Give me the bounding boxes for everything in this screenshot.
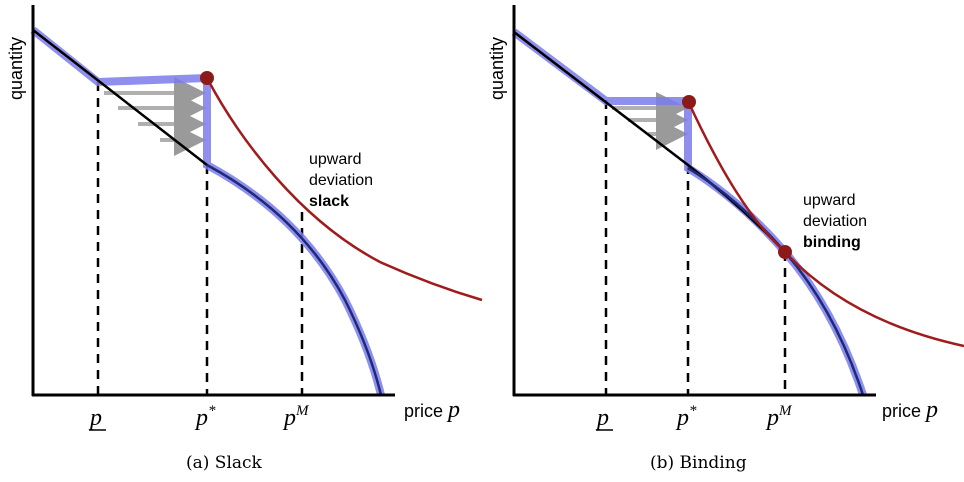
- annotation-line1: upward: [803, 192, 855, 209]
- annotation-line2: deviation: [803, 213, 867, 230]
- tick-p-under: p: [88, 405, 102, 431]
- caption: (b) Binding: [650, 453, 747, 473]
- profit-curve: [205, 77, 483, 302]
- x-axis-label: price p: [882, 397, 938, 423]
- annotation-line1: upward: [309, 151, 361, 168]
- dark-blue-curve: [206, 163, 383, 396]
- panel-slack: quantity price p p p* pM upward deviatio…: [6, 5, 483, 473]
- annotation-line2: deviation: [309, 172, 373, 189]
- caption: (a) Slack: [186, 453, 263, 473]
- y-axis-label: quantity: [6, 37, 26, 100]
- tick-p-m: pM: [282, 403, 310, 431]
- arrows: [612, 92, 688, 150]
- y-axis-label: quantity: [487, 37, 507, 100]
- tick-p-star: p*: [194, 403, 216, 431]
- binding-point: [778, 245, 792, 259]
- panel-binding: quantity price p p p* pM upward deviatio…: [487, 5, 964, 473]
- optimum-point: [682, 95, 696, 109]
- tick-p-star: p*: [675, 403, 697, 431]
- x-axis-label: price p: [404, 397, 460, 423]
- annotation-line3: slack: [309, 193, 349, 210]
- tick-p-under: p: [595, 405, 609, 431]
- annotation-line3: binding: [803, 234, 861, 251]
- demand-line: [32, 29, 208, 166]
- tick-p-m: pM: [765, 403, 793, 431]
- optimum-point: [200, 71, 214, 85]
- arrows: [104, 77, 206, 156]
